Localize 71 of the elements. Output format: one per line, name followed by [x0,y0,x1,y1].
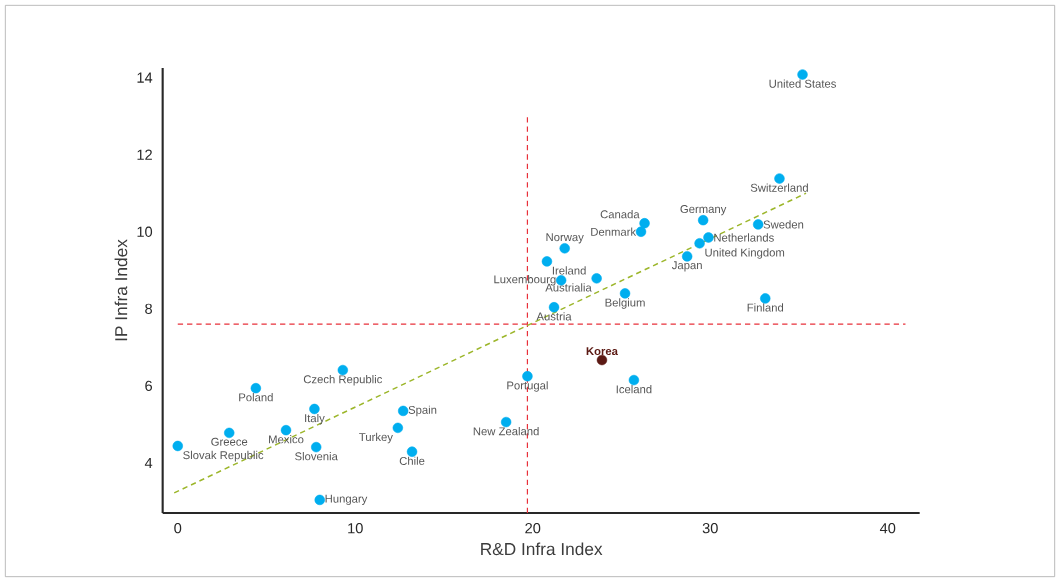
annotation: Slovak Republic [183,450,264,462]
point [541,256,553,267]
point [500,416,512,428]
annotation: Poland [239,393,273,402]
y-tick-label: 4 [144,457,153,468]
annotation: Finland [747,303,784,312]
annotation: Greece [211,437,248,446]
point [694,238,705,249]
x-tick-label: 10 [348,523,363,534]
point [681,251,693,262]
point [619,288,631,299]
point [392,422,404,434]
annotation: Spain [408,405,437,417]
point [559,243,570,254]
x-tick-label: 40 [879,523,896,534]
point [596,354,608,366]
annotation: Canada [600,210,640,219]
point [703,232,714,243]
annotation: Turkey [359,432,393,444]
annotation: New Zealand [473,426,539,436]
point [311,441,322,453]
y-tick-label: 12 [137,149,152,160]
annotation: Switzerland [750,183,808,192]
point [314,494,325,506]
annotation: Sweden [763,220,804,229]
annotation: Norway [546,233,584,244]
annotation: Belgium [605,298,645,309]
annotation: Denmark [591,227,637,236]
x-tick-label: 20 [525,523,541,534]
annotation: Mexico [269,435,304,444]
annotation: Chile [399,456,425,465]
annotation: United Kingdom [705,248,785,259]
annotation: Iceland [616,384,652,394]
point [752,219,764,230]
annotation: Austria [536,312,572,321]
x-axis-title: R&D Infra Index [481,542,603,556]
y-tick-label: 8 [145,303,153,314]
point [397,405,409,417]
annotation: Slovenia [295,452,338,461]
point [797,69,808,80]
x-tick-label: 0 [174,523,182,534]
annotation: Netherlands [714,233,774,242]
point [639,218,650,229]
point [548,302,560,313]
x-tick-label: 30 [702,523,718,534]
annotation: Italy [305,413,325,425]
point [628,374,640,386]
y-tick-label: 14 [137,72,153,83]
y-tick-label: 10 [137,226,153,237]
annotation: Germany [680,205,727,216]
y-tick-label: 6 [145,380,153,392]
annotation: Japan [671,261,702,272]
point [406,446,418,457]
point [522,371,533,382]
point [635,226,647,237]
annotation: Hungary [325,494,368,505]
point [280,424,292,436]
y-axis-title: IP Infra Index [114,239,128,341]
point [172,440,183,452]
annotation: Portugal [507,381,548,392]
point [697,215,709,226]
point [591,273,602,284]
annotation: Ireland [552,266,586,275]
point [760,293,771,304]
point [337,364,349,376]
annotation: United States [769,79,836,88]
annotation: Czech Republic [303,374,383,386]
point [309,403,320,415]
point [774,173,785,184]
point [250,382,262,394]
annotation: Korea [586,347,618,356]
